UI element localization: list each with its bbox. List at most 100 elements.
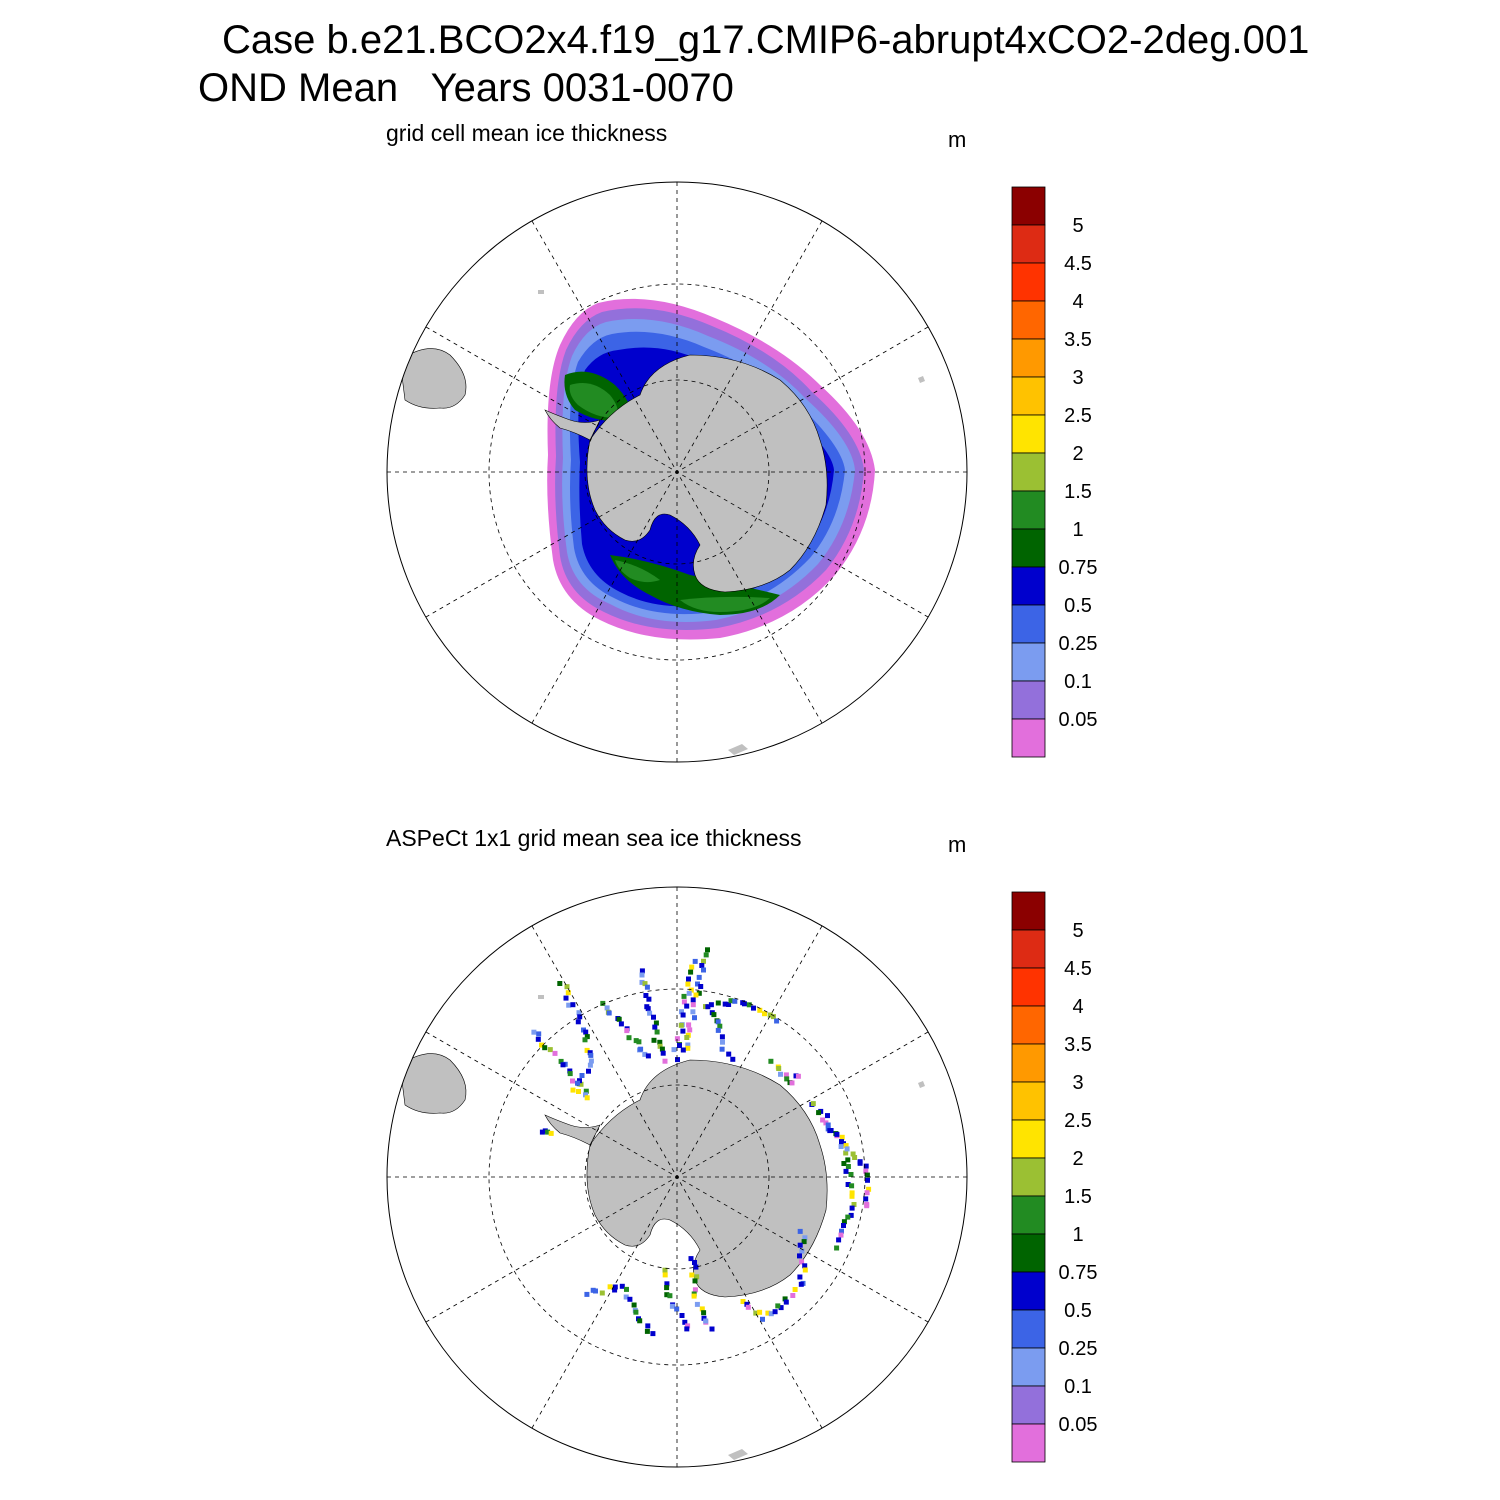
colorbar-label: 0.05 <box>1059 709 1098 731</box>
obs-cell <box>575 1019 581 1025</box>
south-america-land <box>399 1053 467 1114</box>
colorbar-box <box>1011 1157 1046 1197</box>
colorbar-label: 1.5 <box>1064 1186 1092 1208</box>
obs-cell <box>783 1072 789 1078</box>
obs-cell <box>565 990 571 996</box>
obs-cell <box>684 1326 690 1332</box>
obs-cell <box>797 1228 803 1234</box>
obs-cell <box>674 1306 680 1312</box>
obs-cell <box>664 1292 670 1298</box>
obs-cell <box>711 1012 717 1018</box>
island <box>728 744 748 755</box>
obs-cell <box>701 958 706 964</box>
obs-cell <box>558 1058 564 1064</box>
colorbar-label: 0.1 <box>1064 1376 1092 1398</box>
obs-cell <box>583 1029 589 1035</box>
obs-cell <box>612 1284 618 1290</box>
obs-cell <box>671 1047 677 1053</box>
obs-cell <box>696 990 702 996</box>
obs-cell <box>576 1089 581 1094</box>
obs-cell <box>701 967 706 973</box>
colorbar-label: 0.05 <box>1059 1414 1098 1436</box>
obs-cell <box>616 1016 622 1022</box>
obs-cell <box>841 1219 847 1225</box>
obs-cell <box>732 998 738 1004</box>
obs-cell <box>825 1113 830 1119</box>
colorbar-box <box>1011 680 1046 720</box>
panel2-map-boundary <box>386 886 968 1468</box>
panel1-map-boundary <box>386 181 968 763</box>
obs-cell <box>701 1310 707 1316</box>
obs-cell <box>639 979 645 985</box>
colorbar-label: 3 <box>1072 1072 1083 1094</box>
obs-cell <box>669 1303 675 1309</box>
obs-cell <box>802 1235 808 1241</box>
obs-ship-tracks <box>531 947 872 1337</box>
island <box>918 1081 925 1088</box>
obs-cell <box>557 981 563 986</box>
obs-cell <box>645 1006 651 1012</box>
obs-cell <box>588 1052 594 1058</box>
obs-cell <box>576 1010 582 1016</box>
obs-cell <box>688 1256 694 1262</box>
colorbar-box <box>1011 967 1046 1007</box>
obs-cell <box>827 1128 833 1134</box>
obs-cell <box>690 1002 696 1008</box>
obs-cell <box>675 1057 680 1063</box>
ice-band-1 <box>569 382 618 418</box>
obs-cell <box>768 1311 774 1317</box>
obs-cell <box>757 1007 763 1013</box>
island <box>538 290 544 294</box>
panel1-title: grid cell mean ice thickness <box>386 120 668 146</box>
obs-cell <box>715 1027 721 1033</box>
obs-cell <box>664 1281 670 1287</box>
panel2-colorbar: 5 4.5 4 3.5 3 2.5 2 1.5 1 0.75 0.5 0.25 0.1 0.05 <box>1011 891 1098 1463</box>
obs-cell <box>604 1005 610 1011</box>
obs-cell <box>587 1062 593 1068</box>
colorbar-label: 4 <box>1072 996 1083 1018</box>
panel1-map <box>387 182 967 762</box>
obs-cell <box>694 1301 700 1307</box>
obs-cell <box>685 1045 691 1051</box>
obs-cell <box>584 1047 590 1053</box>
obs-cell <box>753 1310 759 1316</box>
colorbar-label: 4 <box>1072 291 1083 313</box>
obs-cell <box>664 1285 670 1291</box>
colorbar-box <box>1011 929 1046 969</box>
colorbar-box <box>1011 300 1046 340</box>
obs-cell <box>651 1037 657 1043</box>
obs-cell <box>660 1050 666 1056</box>
obs-cell <box>659 1046 665 1052</box>
colorbar-label: 2 <box>1072 443 1083 465</box>
obs-cell <box>650 1331 656 1337</box>
obs-cell <box>681 999 687 1005</box>
obs-cell <box>623 1294 629 1300</box>
obs-cell <box>839 1134 845 1140</box>
colorbar-label: 0.75 <box>1059 1262 1098 1284</box>
obs-cell <box>864 1203 870 1209</box>
obs-cell <box>642 981 648 987</box>
obs-cell <box>654 1029 660 1035</box>
obs-cell <box>570 1078 575 1084</box>
obs-cell <box>688 987 694 993</box>
obs-cell <box>637 1318 643 1324</box>
obs-cell <box>692 958 698 964</box>
obs-cell <box>816 1110 822 1116</box>
obs-cell <box>802 1267 808 1273</box>
obs-cell <box>849 1193 855 1199</box>
obs-cell <box>845 1157 851 1163</box>
colorbar-label: 5 <box>1072 215 1083 237</box>
obs-cell <box>825 1122 831 1128</box>
obs-cell <box>696 974 702 980</box>
colorbar-box <box>1011 1081 1046 1121</box>
obs-cell <box>619 1283 625 1289</box>
obs-cell <box>633 1038 639 1044</box>
colorbar-box <box>1011 452 1046 492</box>
obs-cell <box>810 1101 816 1107</box>
obs-cell <box>849 1205 855 1211</box>
obs-cell <box>563 995 569 1001</box>
obs-cell <box>582 1037 588 1043</box>
obs-cell <box>839 1139 844 1145</box>
obs-cell <box>720 1039 725 1045</box>
